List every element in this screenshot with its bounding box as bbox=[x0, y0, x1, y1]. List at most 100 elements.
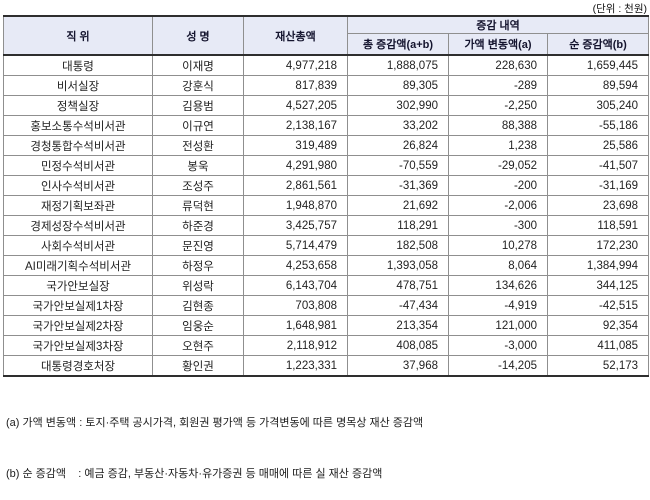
total-change-cell: 1,393,058 bbox=[347, 255, 449, 276]
table-row: 홍보소통수석비서관 이규연 2,138,167 33,202 88,388 -55,186 bbox=[3, 115, 650, 136]
total-change-cell: 408,085 bbox=[347, 335, 449, 356]
position-cell: 국가안보실제1차장 bbox=[3, 295, 153, 316]
col-header-position: 직 위 bbox=[3, 15, 153, 56]
total-change-cell: 478,751 bbox=[347, 275, 449, 296]
col-header-net-change: 순 증감액(b) bbox=[546, 33, 650, 56]
value-change-cell: -4,919 bbox=[448, 295, 548, 316]
net-change-cell: -55,186 bbox=[546, 115, 650, 136]
table-header: 직 위 성 명 재산총액 증감 내역 총 증감액(a+b) 가액 변동액(a) … bbox=[3, 15, 650, 56]
total-change-cell: 1,888,075 bbox=[347, 54, 449, 76]
value-change-cell: 1,238 bbox=[448, 135, 548, 156]
name-cell: 강훈식 bbox=[152, 75, 244, 96]
name-cell: 류덕현 bbox=[152, 195, 244, 216]
net-change-cell: 89,594 bbox=[546, 75, 650, 96]
total-change-cell: 33,202 bbox=[347, 115, 449, 136]
table-row: 정책실장 김용범 4,527,205 302,990 -2,250 305,240 bbox=[3, 95, 650, 116]
total-change-cell: 213,354 bbox=[347, 315, 449, 336]
total-assets-cell: 4,977,218 bbox=[243, 54, 348, 76]
table-row: 경청통합수석비서관 전성환 319,489 26,824 1,238 25,586 bbox=[3, 135, 650, 156]
table-row: 경제성장수석비서관 하준경 3,425,757 118,291 -300 118,591 bbox=[3, 215, 650, 236]
net-change-cell: 92,354 bbox=[546, 315, 650, 336]
name-cell: 봉욱 bbox=[152, 155, 244, 176]
col-header-change-group: 증감 내역 bbox=[346, 15, 650, 34]
col-header-value-change: 가액 변동액(a) bbox=[448, 33, 548, 56]
table-row: 인사수석비서관 조성주 2,861,561 -31,369 -200 -31,169 bbox=[3, 175, 650, 196]
total-change-cell: 37,968 bbox=[347, 355, 449, 377]
col-header-total-assets: 재산총액 bbox=[243, 15, 348, 56]
total-assets-cell: 319,489 bbox=[243, 135, 348, 156]
position-cell: 국가안보실제3차장 bbox=[3, 335, 153, 356]
footnote-b: (b) 순 증감액 : 예금 증감, 부동산·자동차·유가증권 등 매매에 따른… bbox=[6, 468, 383, 480]
header-row-1: 직 위 성 명 재산총액 증감 내역 bbox=[3, 15, 650, 56]
table-row: 국가안보실제1차장 김현종 703,808 -47,434 -4,919 -42,515 bbox=[3, 295, 650, 316]
table-row: 비서실장 강훈식 817,839 89,305 -289 89,594 bbox=[3, 75, 650, 96]
net-change-cell: 305,240 bbox=[546, 95, 650, 116]
total-assets-cell: 1,648,981 bbox=[243, 315, 348, 336]
position-cell: 대통령 bbox=[3, 54, 153, 76]
position-cell: 대통령경호처장 bbox=[3, 355, 153, 377]
net-change-cell: -41,507 bbox=[546, 155, 650, 176]
net-change-cell: 25,586 bbox=[546, 135, 650, 156]
total-change-cell: 302,990 bbox=[347, 95, 449, 116]
table-row: 대통령 이재명 4,977,218 1,888,075 228,630 1,659,445 bbox=[3, 54, 650, 76]
position-cell: 경제성장수석비서관 bbox=[3, 215, 153, 236]
total-assets-cell: 703,808 bbox=[243, 295, 348, 316]
name-cell: 하정우 bbox=[152, 255, 244, 276]
asset-disclosure-table: 직 위 성 명 재산총액 증감 내역 총 증감액(a+b) 가액 변동액(a) … bbox=[3, 15, 650, 377]
value-change-cell: 8,064 bbox=[448, 255, 548, 276]
position-cell: 비서실장 bbox=[3, 75, 153, 96]
total-assets-cell: 4,291,980 bbox=[243, 155, 348, 176]
total-assets-cell: 2,138,167 bbox=[243, 115, 348, 136]
position-cell: 국가안보실장 bbox=[3, 275, 153, 296]
name-cell: 김현종 bbox=[152, 295, 244, 316]
total-change-cell: 89,305 bbox=[347, 75, 449, 96]
footnote-a: (a) 가액 변동액 : 토지·주택 공시가격, 회원권 평가액 등 가격변동에… bbox=[6, 417, 424, 429]
name-cell: 조성주 bbox=[152, 175, 244, 196]
name-cell: 오현주 bbox=[152, 335, 244, 356]
value-change-cell: 121,000 bbox=[448, 315, 548, 336]
name-cell: 위성락 bbox=[152, 275, 244, 296]
table-body: 대통령 이재명 4,977,218 1,888,075 228,630 1,659,445… bbox=[3, 54, 650, 377]
total-change-cell: -47,434 bbox=[347, 295, 449, 316]
value-change-cell: -14,205 bbox=[448, 355, 548, 377]
position-cell: 민정수석비서관 bbox=[3, 155, 153, 176]
table-row: 국가안보실장 위성락 6,143,704 478,751 134,626 344,125 bbox=[3, 275, 650, 296]
net-change-cell: 118,591 bbox=[546, 215, 650, 236]
total-assets-cell: 1,223,331 bbox=[243, 355, 348, 377]
name-cell: 전성환 bbox=[152, 135, 244, 156]
table-row: 민정수석비서관 봉욱 4,291,980 -70,559 -29,052 -41,507 bbox=[3, 155, 650, 176]
table-row: 국가안보실제2차장 임웅순 1,648,981 213,354 121,000 92,35… bbox=[3, 315, 650, 336]
net-change-cell: -42,515 bbox=[546, 295, 650, 316]
position-cell: 경청통합수석비서관 bbox=[3, 135, 153, 156]
col-header-total-change: 총 증감액(a+b) bbox=[347, 33, 449, 56]
position-cell: AI미래기획수석비서관 bbox=[3, 255, 153, 276]
value-change-cell: 88,388 bbox=[448, 115, 548, 136]
value-change-cell: 134,626 bbox=[448, 275, 548, 296]
total-assets-cell: 2,118,912 bbox=[243, 335, 348, 356]
total-assets-cell: 6,143,704 bbox=[243, 275, 348, 296]
value-change-cell: -289 bbox=[448, 75, 548, 96]
value-change-cell: -29,052 bbox=[448, 155, 548, 176]
unit-label: (단위 : 천원) bbox=[592, 3, 647, 15]
value-change-cell: 10,278 bbox=[448, 235, 548, 256]
col-header-name: 성 명 bbox=[152, 15, 244, 56]
total-change-cell: 118,291 bbox=[347, 215, 449, 236]
footnotes: (a) 가액 변동액 : 토지·주택 공시가격, 회원권 평가액 등 가격변동에… bbox=[6, 381, 423, 500]
table-row: AI미래기획수석비서관 하정우 4,253,658 1,393,058 8,064 1,3… bbox=[3, 255, 650, 276]
value-change-cell: -2,006 bbox=[448, 195, 548, 216]
table-row: 재정기획보좌관 류덕현 1,948,870 21,692 -2,006 23,698 bbox=[3, 195, 650, 216]
net-change-cell: -31,169 bbox=[546, 175, 650, 196]
net-change-cell: 1,659,445 bbox=[546, 54, 650, 76]
value-change-cell: -300 bbox=[448, 215, 548, 236]
name-cell: 문진영 bbox=[152, 235, 244, 256]
position-cell: 사회수석비서관 bbox=[3, 235, 153, 256]
value-change-cell: -2,250 bbox=[448, 95, 548, 116]
total-change-cell: -31,369 bbox=[347, 175, 449, 196]
position-cell: 홍보소통수석비서관 bbox=[3, 115, 153, 136]
total-change-cell: -70,559 bbox=[347, 155, 449, 176]
position-cell: 재정기획보좌관 bbox=[3, 195, 153, 216]
name-cell: 이규연 bbox=[152, 115, 244, 136]
value-change-cell: 228,630 bbox=[448, 54, 548, 76]
net-change-cell: 52,173 bbox=[546, 355, 650, 377]
total-assets-cell: 4,253,658 bbox=[243, 255, 348, 276]
